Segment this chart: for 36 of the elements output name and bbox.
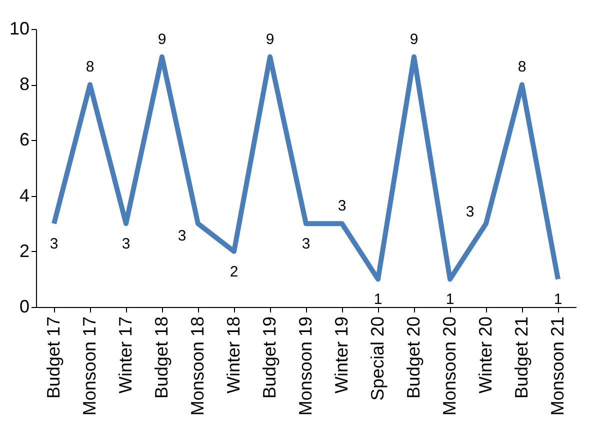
x-tick-label: Budget 19: [260, 316, 280, 399]
data-label: 2: [230, 263, 238, 280]
data-label: 3: [466, 204, 474, 221]
data-label: 8: [86, 58, 94, 76]
data-label: 3: [338, 198, 346, 215]
y-tick-label: 6: [19, 130, 30, 150]
y-tick-label: 4: [19, 185, 30, 206]
x-tick-label: Monsoon 17: [80, 316, 100, 416]
data-label: 3: [50, 236, 58, 253]
x-tick-label: Budget 20: [404, 316, 424, 399]
x-tick-label: Winter 17: [116, 316, 136, 394]
y-tick-label: 10: [9, 18, 30, 38]
data-label: 3: [302, 236, 310, 253]
data-label: 9: [266, 30, 274, 48]
y-tick-label: 8: [19, 74, 30, 94]
x-tick-label: Monsoon 20: [440, 316, 460, 416]
data-label: 1: [374, 291, 382, 308]
x-tick-label: Budget 18: [152, 316, 172, 399]
x-tick-label: Special 20: [368, 316, 388, 401]
x-tick-label: Budget 17: [44, 316, 64, 399]
data-label: 9: [410, 30, 418, 48]
x-tick-label: Winter 20: [476, 316, 496, 394]
data-label: 8: [518, 58, 526, 76]
y-tick-label: 2: [19, 240, 30, 261]
x-tick-label: Monsoon 18: [188, 316, 208, 416]
x-tick-label: Budget 21: [512, 316, 532, 399]
y-tick-label: 0: [19, 296, 30, 316]
x-tick-label: Winter 19: [332, 316, 352, 394]
x-tick-label: Monsoon 21: [548, 316, 568, 416]
data-label: 1: [554, 291, 562, 308]
data-label: 9: [158, 30, 166, 48]
data-label: 3: [122, 236, 130, 253]
x-tick-label: Monsoon 19: [296, 316, 316, 416]
data-label: 1: [446, 291, 454, 308]
x-tick-label: Winter 18: [224, 316, 244, 394]
data-label: 3: [178, 228, 186, 245]
